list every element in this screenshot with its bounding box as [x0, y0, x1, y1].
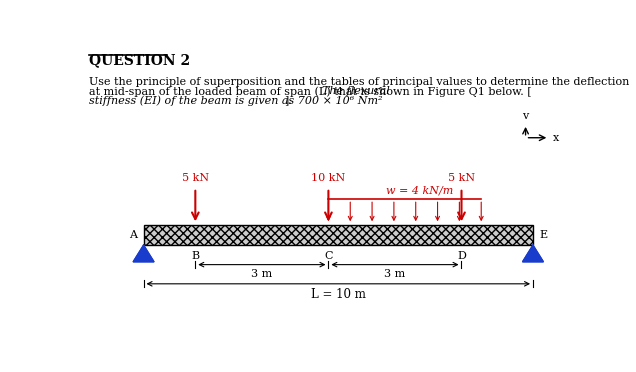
Text: L = 10 m: L = 10 m — [311, 288, 366, 301]
Bar — [144, 225, 533, 245]
Text: w = 4 kN/m: w = 4 kN/m — [386, 186, 453, 196]
Text: C: C — [324, 251, 333, 262]
Text: at mid-span of the loaded beam of span (L) that is shown in Figure Q1 below. [: at mid-span of the loaded beam of span (… — [89, 86, 532, 97]
Polygon shape — [523, 245, 543, 262]
Text: B: B — [191, 251, 200, 262]
Text: 5 kN: 5 kN — [448, 173, 475, 183]
Text: QUESTION 2: QUESTION 2 — [89, 53, 191, 67]
Text: 5 kN: 5 kN — [182, 173, 209, 183]
Text: x: x — [553, 133, 559, 143]
Text: 10 kN: 10 kN — [311, 173, 345, 183]
Text: Use the principle of superposition and the tables of principal values to determi: Use the principle of superposition and t… — [89, 77, 630, 87]
Text: 3 m: 3 m — [251, 269, 272, 279]
Text: A: A — [129, 230, 137, 240]
Text: ].: ]. — [284, 96, 292, 106]
Text: E: E — [539, 230, 548, 240]
Text: v: v — [522, 111, 529, 121]
Text: stiffness (EI) of the beam is given as 700 × 10⁶ Nm²: stiffness (EI) of the beam is given as 7… — [89, 96, 383, 106]
Polygon shape — [133, 245, 154, 262]
Text: D: D — [457, 251, 466, 262]
Text: The flexural: The flexural — [322, 86, 391, 96]
Text: 3 m: 3 m — [384, 269, 406, 279]
